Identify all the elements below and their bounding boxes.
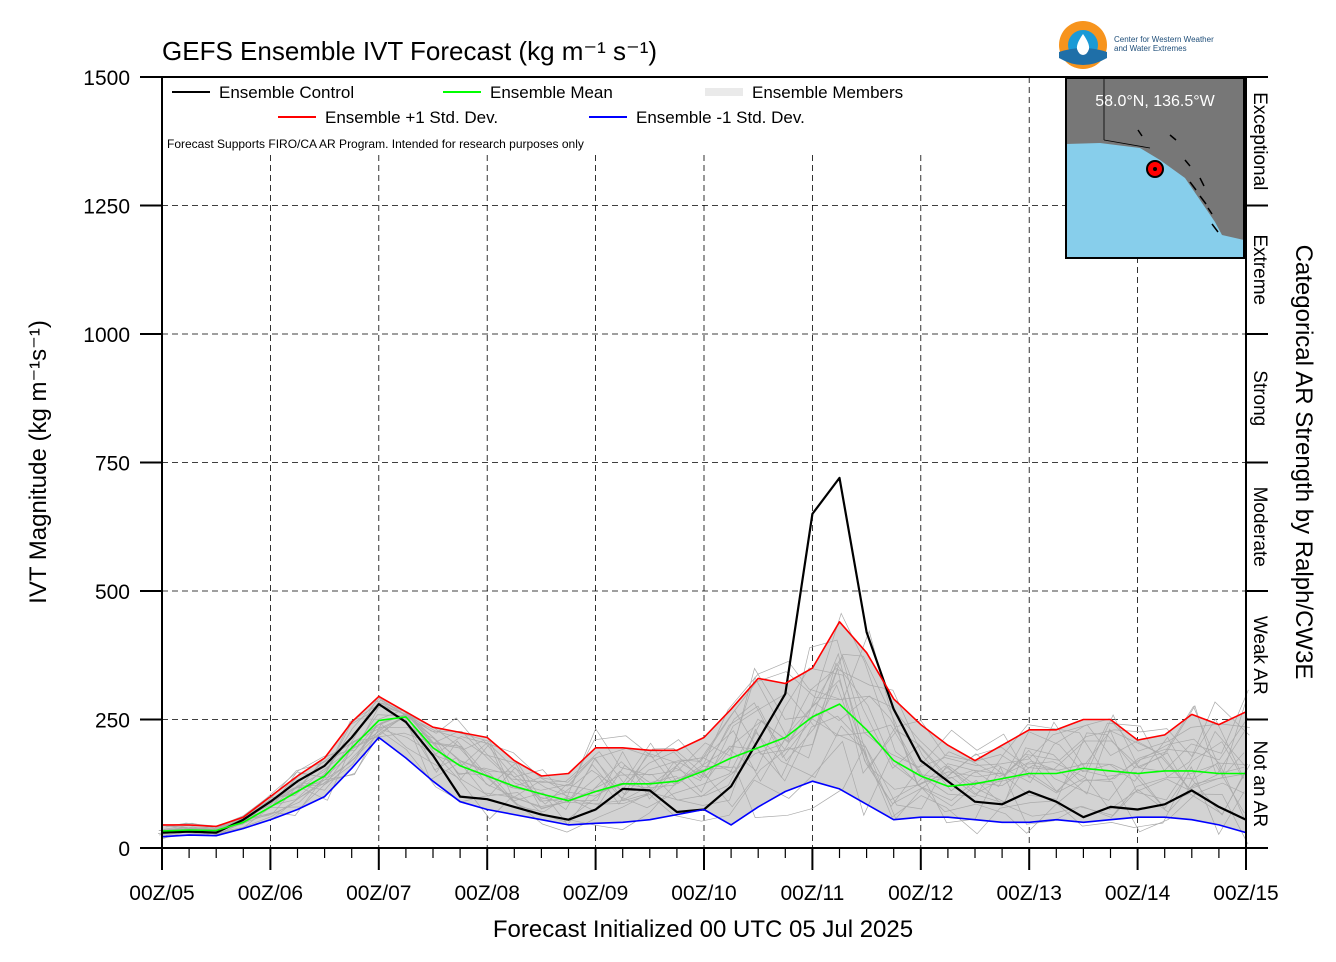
legend-label-members: Ensemble Members	[752, 83, 903, 102]
x-tick-label: 00Z/13	[997, 882, 1062, 905]
ensemble-members	[157, 612, 1251, 845]
y-tick-label: 1000	[83, 324, 130, 347]
category-label: Exceptional	[1249, 92, 1270, 190]
y-tick-label: 0	[118, 838, 130, 861]
category-label: Not an AR	[1249, 740, 1270, 827]
research-note: Forecast Supports FIRO/CA AR Program. In…	[167, 137, 584, 151]
series-line-ensemble-1-std-dev-	[162, 621, 1247, 828]
series-lines	[161, 476, 1247, 838]
y-axis-title: IVT Magnitude (kg m⁻¹s⁻¹)	[25, 320, 52, 604]
ensemble-member-line	[163, 639, 1245, 831]
x-tick-label: 00Z/09	[563, 882, 628, 905]
ensemble-member-line	[162, 652, 1245, 834]
x-tick-label: 00Z/14	[1105, 882, 1171, 905]
x-axis-title: Forecast Initialized 00 UTC 05 Jul 2025	[493, 916, 913, 943]
category-label: Extreme	[1249, 234, 1270, 305]
ensemble-member-line	[165, 629, 1250, 828]
ensemble-member-line	[163, 725, 1245, 839]
axes: 0 250 500 750 1000 1250 1500 00Z/05 00Z/06 00Z/07…	[83, 67, 1278, 905]
inset-location: 58.0°N, 136.5°W	[1095, 93, 1215, 110]
ensemble-member-line	[165, 714, 1251, 836]
logo-text-line2: and Water Extremes	[1114, 44, 1187, 53]
cw3e-logo: Center for Western Weather and Water Ext…	[1059, 21, 1214, 69]
x-tick-label: 00Z/08	[455, 882, 520, 905]
std-dev-band	[162, 621, 1246, 837]
series-line-ensemble-mean	[161, 703, 1246, 832]
ensemble-member-line	[162, 667, 1245, 831]
ensemble-member-line	[165, 679, 1243, 836]
legend: Ensemble Control Ensemble Mean Ensemble Me…	[172, 83, 903, 127]
category-label: Moderate	[1249, 487, 1270, 567]
inset-ocean	[1066, 143, 1244, 258]
ensemble-member-line	[159, 667, 1244, 836]
x-tick-label: 00Z/06	[238, 882, 303, 905]
logo-text-line1: Center for Western Weather	[1114, 35, 1214, 44]
ensemble-member-line	[161, 714, 1247, 836]
std-dev-band-area	[162, 621, 1246, 837]
grid-lines	[162, 77, 1246, 848]
legend-label-mean: Ensemble Mean	[490, 83, 613, 102]
y-tick-label: 500	[95, 581, 130, 604]
y-tick-label: 250	[95, 710, 130, 733]
series-line-ensemble-1-std-dev-	[161, 736, 1247, 838]
chart-title: GEFS Ensemble IVT Forecast (kg m⁻¹ s⁻¹)	[162, 36, 657, 66]
legend-label-minus: Ensemble -1 Std. Dev.	[636, 108, 805, 127]
x-tick-label: 00Z/11	[780, 882, 844, 905]
y-tick-label: 750	[95, 453, 130, 476]
legend-label-control: Ensemble Control	[219, 83, 354, 102]
category-label: Weak AR	[1249, 616, 1270, 695]
x-tick-label: 00Z/07	[346, 882, 411, 905]
legend-label-plus: Ensemble +1 Std. Dev.	[325, 108, 498, 127]
ensemble-member-line	[164, 662, 1247, 830]
category-label: Strong	[1249, 370, 1270, 426]
x-tick-label: 00Z/15	[1213, 882, 1278, 905]
x-tick-label: 00Z/10	[671, 882, 736, 905]
x-tick-label: 00Z/12	[888, 882, 953, 905]
x-tick-label: 00Z/05	[129, 882, 194, 905]
right-axis-title: Categorical AR Strength by Ralph/CW3E	[1290, 245, 1317, 680]
inset-map: 58.0°N, 136.5°W	[1065, 77, 1245, 259]
y-tick-label: 1250	[83, 196, 130, 219]
y-tick-label: 1500	[83, 67, 130, 90]
